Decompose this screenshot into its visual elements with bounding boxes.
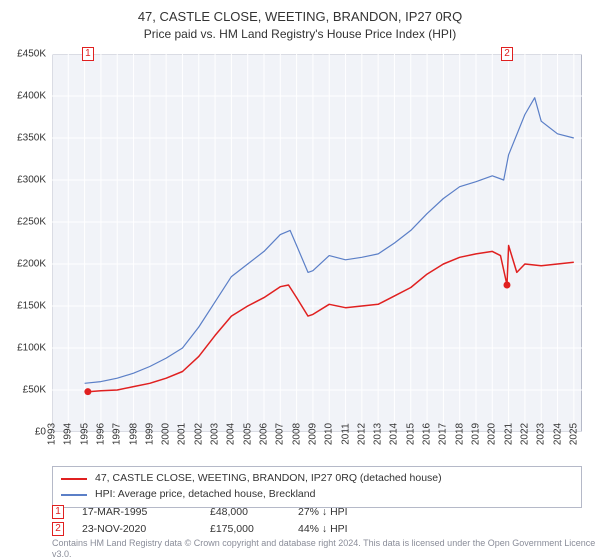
x-tick-label: 2019	[471, 423, 482, 445]
x-tick-label: 2020	[487, 423, 498, 445]
transaction-row: 1 17-MAR-1995 £48,000 27% ↓ HPI	[52, 504, 582, 521]
y-tick-label: £250K	[17, 217, 46, 228]
x-tick-label: 2018	[454, 423, 465, 445]
marker-dot	[84, 388, 91, 395]
x-tick-label: 2013	[373, 423, 384, 445]
x-tick-label: 2025	[568, 423, 579, 445]
x-tick-label: 2017	[438, 423, 449, 445]
x-tick-label: 2012	[356, 423, 367, 445]
footnote: Contains HM Land Registry data © Crown c…	[52, 538, 600, 560]
chart-title: 47, CASTLE CLOSE, WEETING, BRANDON, IP27…	[0, 8, 600, 26]
chart-plot-area	[52, 54, 582, 432]
y-tick-label: £350K	[17, 133, 46, 144]
y-tick-label: £0	[35, 427, 46, 438]
x-tick-label: 2002	[193, 423, 204, 445]
x-tick-label: 2009	[307, 423, 318, 445]
marker-flag: 1	[82, 47, 94, 61]
y-tick-label: £200K	[17, 259, 46, 270]
legend-label: HPI: Average price, detached house, Brec…	[95, 487, 315, 503]
x-tick-label: 2011	[340, 423, 351, 445]
title-block: 47, CASTLE CLOSE, WEETING, BRANDON, IP27…	[0, 0, 600, 43]
legend-box: 47, CASTLE CLOSE, WEETING, BRANDON, IP27…	[52, 466, 582, 508]
x-tick-label: 2000	[161, 423, 172, 445]
y-tick-label: £150K	[17, 301, 46, 312]
x-tick-label: 1998	[128, 423, 139, 445]
legend-swatch	[61, 478, 87, 480]
x-tick-label: 2005	[242, 423, 253, 445]
x-tick-label: 2023	[536, 423, 547, 445]
y-tick-label: £300K	[17, 175, 46, 186]
x-tick-label: 2016	[422, 423, 433, 445]
y-tick-label: £450K	[17, 49, 46, 60]
x-tick-label: 1999	[144, 423, 155, 445]
chart-subtitle: Price paid vs. HM Land Registry's House …	[0, 26, 600, 43]
x-tick-label: 2003	[210, 423, 221, 445]
transaction-pct: 27% ↓ HPI	[298, 504, 398, 521]
x-tick-label: 2015	[405, 423, 416, 445]
y-tick-label: £50K	[23, 385, 46, 396]
marker-flag: 2	[501, 47, 513, 61]
transaction-pct: 44% ↓ HPI	[298, 521, 398, 538]
x-tick-label: 1997	[112, 423, 123, 445]
x-tick-label: 2004	[226, 423, 237, 445]
legend-swatch	[61, 494, 87, 496]
x-tick-label: 2007	[275, 423, 286, 445]
y-tick-label: £100K	[17, 343, 46, 354]
x-tick-label: 2021	[503, 423, 514, 445]
transaction-row: 2 23-NOV-2020 £175,000 44% ↓ HPI	[52, 521, 582, 538]
plot-svg	[52, 54, 582, 432]
x-tick-label: 2010	[324, 423, 335, 445]
transaction-date: 23-NOV-2020	[82, 521, 192, 538]
legend-label: 47, CASTLE CLOSE, WEETING, BRANDON, IP27…	[95, 471, 442, 487]
chart-container: 47, CASTLE CLOSE, WEETING, BRANDON, IP27…	[0, 0, 600, 560]
x-tick-label: 2022	[519, 423, 530, 445]
x-tick-label: 2001	[177, 423, 188, 445]
x-tick-label: 2008	[291, 423, 302, 445]
x-tick-label: 1996	[95, 423, 106, 445]
transaction-marker: 1	[52, 505, 64, 519]
marker-dot	[503, 282, 510, 289]
series-property	[88, 246, 574, 392]
transaction-table: 1 17-MAR-1995 £48,000 27% ↓ HPI 2 23-NOV-2020…	[52, 504, 582, 538]
transaction-date: 17-MAR-1995	[82, 504, 192, 521]
x-tick-label: 2024	[552, 423, 563, 445]
transaction-marker: 2	[52, 522, 64, 536]
transaction-price: £175,000	[210, 521, 280, 538]
x-tick-label: 2006	[259, 423, 270, 445]
legend-row: 47, CASTLE CLOSE, WEETING, BRANDON, IP27…	[61, 471, 573, 487]
y-axis-ticks: £0£50K£100K£150K£200K£250K£300K£350K£400…	[0, 54, 50, 432]
y-tick-label: £400K	[17, 91, 46, 102]
transaction-price: £48,000	[210, 504, 280, 521]
x-tick-label: 1995	[79, 423, 90, 445]
x-tick-label: 1993	[47, 423, 58, 445]
legend-row: HPI: Average price, detached house, Brec…	[61, 487, 573, 503]
x-axis-ticks: 1993199419951996199719981999200020012002…	[52, 432, 582, 466]
x-tick-label: 1994	[63, 423, 74, 445]
x-tick-label: 2014	[389, 423, 400, 445]
